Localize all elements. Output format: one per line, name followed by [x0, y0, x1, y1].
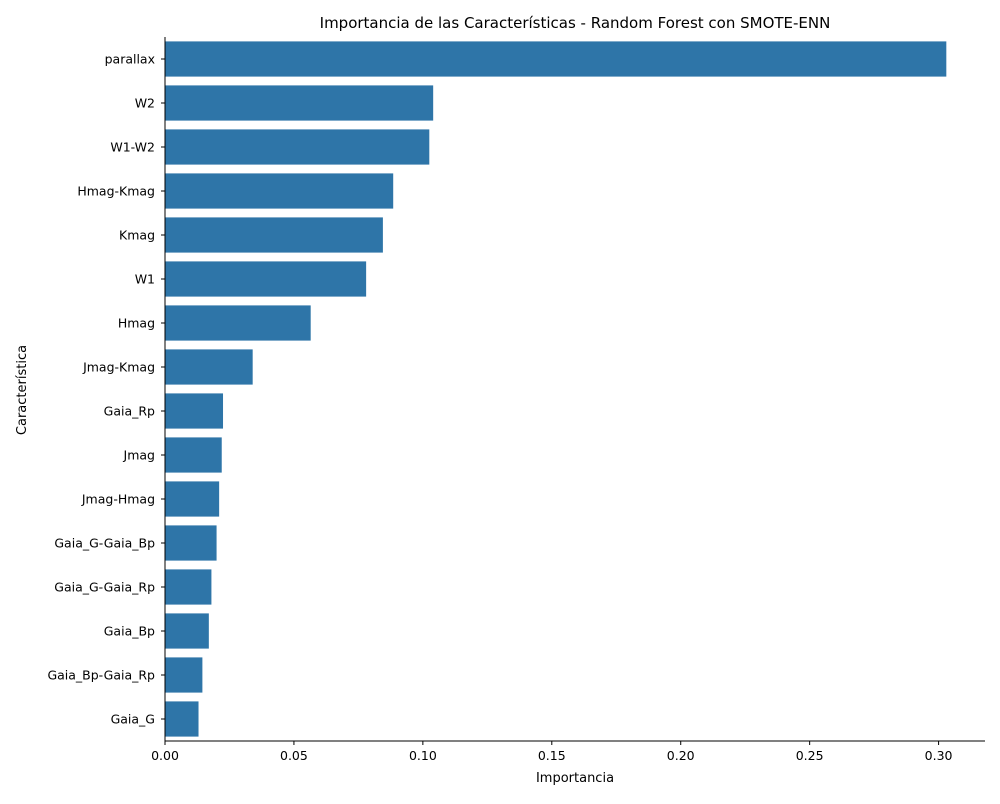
y-axis-label: Característica: [15, 345, 30, 435]
y-tick-label: Gaia_G: [111, 712, 155, 727]
y-tick-label: W2: [135, 96, 155, 111]
bar-parallax: [165, 41, 947, 77]
x-tick-label: 0.00: [151, 748, 179, 763]
y-tick-label: Gaia_G-Gaia_Rp: [54, 580, 155, 595]
bar-hmag-kmag: [165, 173, 394, 209]
bar-gaia-bp-gaia-rp: [165, 657, 203, 693]
y-tick-label: Jmag: [123, 448, 155, 463]
x-tick-label: 0.20: [667, 748, 695, 763]
y-tick-label: Hmag: [118, 316, 155, 331]
x-tick-label: 0.15: [538, 748, 566, 763]
y-tick-label: Jmag-Hmag: [81, 492, 155, 507]
bar-gaia-g-gaia-rp: [165, 569, 212, 605]
bar-gaia-g: [165, 701, 199, 737]
x-tick-label: 0.30: [925, 748, 953, 763]
bar-kmag: [165, 217, 383, 253]
y-tick-label: Jmag-Kmag: [82, 360, 155, 375]
x-tick-label: 0.05: [280, 748, 308, 763]
bar-w1: [165, 261, 367, 297]
bar-jmag-hmag: [165, 481, 220, 517]
y-tick-label: Gaia_Bp-Gaia_Rp: [47, 668, 155, 683]
bar-w1-w2: [165, 129, 430, 165]
y-tick-label: Gaia_G-Gaia_Bp: [54, 536, 155, 551]
y-tick-label: Gaia_Rp: [104, 404, 155, 419]
chart-title: Importancia de las Características - Ran…: [320, 14, 831, 32]
x-axis-label: Importancia: [536, 771, 614, 786]
bar-gaia-g-gaia-bp: [165, 525, 217, 561]
x-tick-label: 0.25: [796, 748, 824, 763]
bar-jmag: [165, 437, 222, 473]
y-tick-label: W1-W2: [110, 140, 155, 155]
y-tick-label: Kmag: [119, 228, 155, 243]
y-tick-label: Gaia_Bp: [104, 624, 155, 639]
bar-gaia-rp: [165, 393, 224, 429]
y-tick-label: Hmag-Kmag: [77, 184, 155, 199]
bars-layer: [165, 41, 947, 737]
bar-hmag: [165, 305, 311, 341]
bar-w2: [165, 85, 434, 121]
axes-layer: parallax W2 W1-W2 Hmag-Kmag Kmag W1 Hmag Jmag-K…: [47, 37, 985, 763]
y-tick-label: W1: [135, 272, 155, 287]
x-tick-label: 0.10: [409, 748, 437, 763]
y-tick-label: parallax: [105, 52, 155, 67]
bar-jmag-kmag: [165, 349, 253, 385]
bar-gaia-bp: [165, 613, 209, 649]
